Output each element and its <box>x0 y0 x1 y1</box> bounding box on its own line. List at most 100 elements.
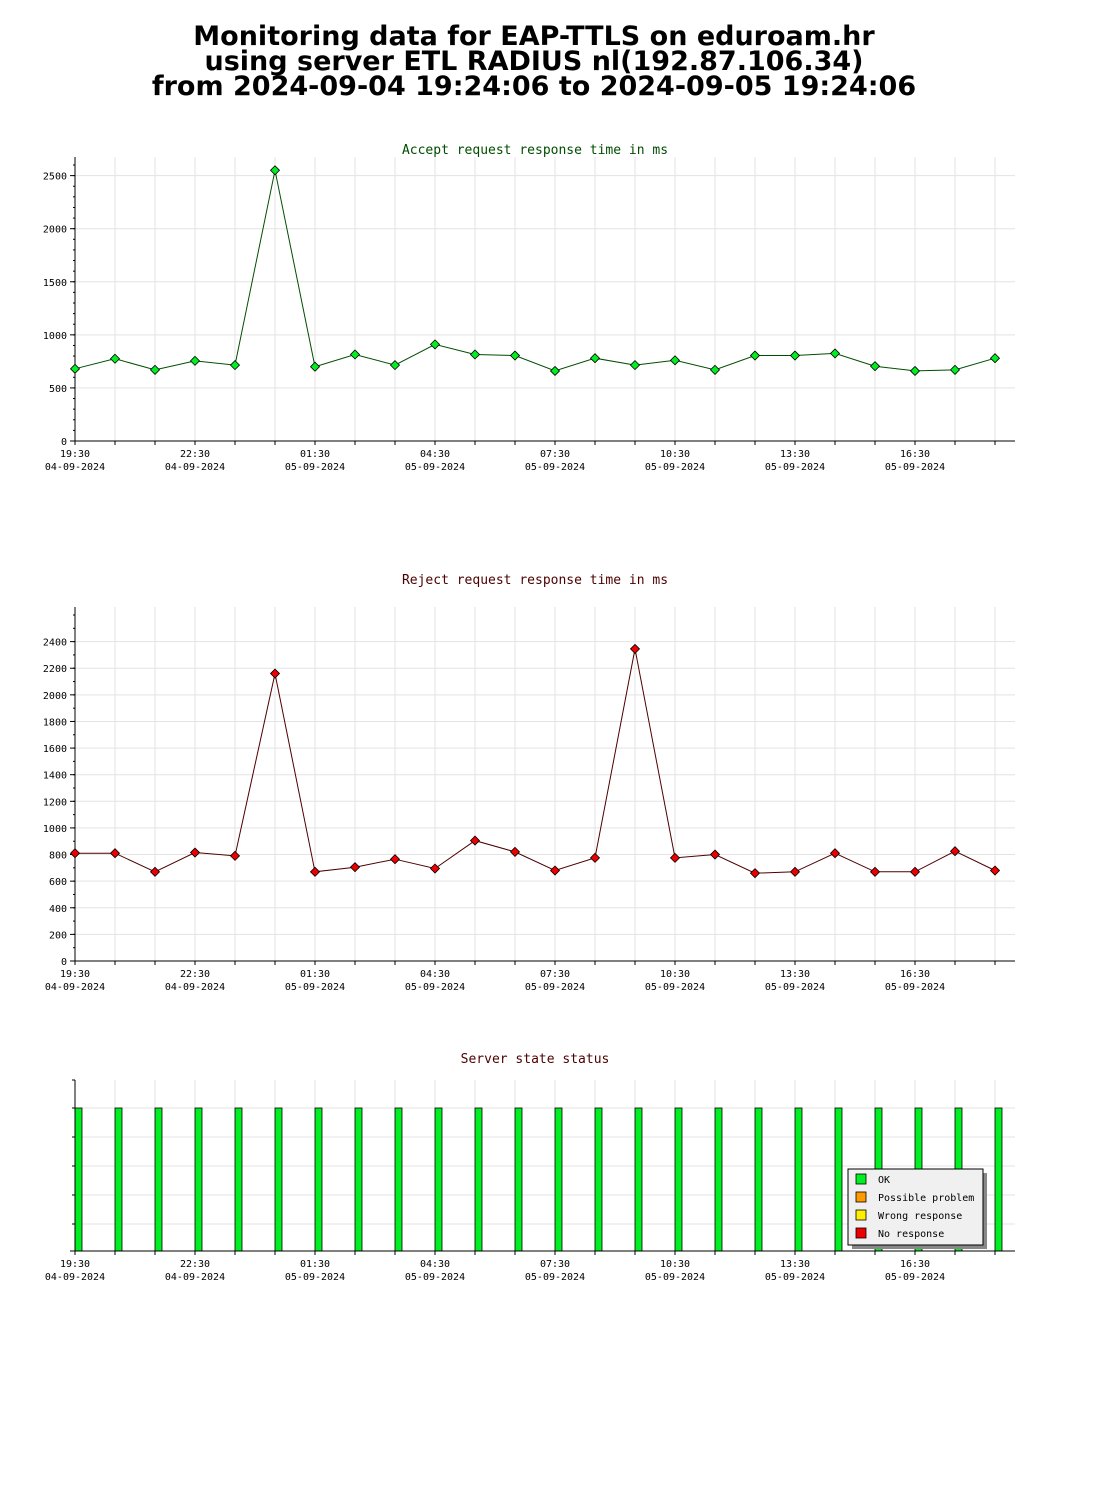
data-point <box>709 849 721 860</box>
chart-title: Accept request response time in ms <box>402 143 668 158</box>
x-tick-date-label: 05-09-2024 <box>525 1272 585 1283</box>
x-tick-label: 16:30 <box>900 1259 930 1270</box>
x-tick-date-label: 05-09-2024 <box>405 1272 465 1283</box>
status-bar <box>994 1107 1003 1252</box>
x-tick-label: 16:30 <box>900 969 930 980</box>
data-point <box>229 360 241 371</box>
data-point <box>829 848 841 859</box>
x-tick-label: 01:30 <box>300 1259 330 1270</box>
status-bar <box>354 1107 363 1252</box>
y-tick-label: 0 <box>61 957 67 968</box>
x-tick-date-label: 04-09-2024 <box>45 462 105 473</box>
x-tick-date-label: 04-09-2024 <box>165 1272 225 1283</box>
x-tick-date-label: 04-09-2024 <box>45 1272 105 1283</box>
x-tick-label: 04:30 <box>420 1259 450 1270</box>
legend-swatch <box>855 1227 867 1239</box>
data-point <box>789 866 801 877</box>
x-tick-date-label: 05-09-2024 <box>645 462 705 473</box>
legend-label: OK <box>878 1175 890 1186</box>
data-point <box>189 355 201 366</box>
data-point <box>909 365 921 377</box>
x-tick-date-label: 04-09-2024 <box>165 462 225 473</box>
data-point <box>989 865 1001 876</box>
data-point <box>389 360 401 371</box>
data-point <box>389 854 401 865</box>
data-point <box>709 364 721 375</box>
x-tick-date-label: 05-09-2024 <box>645 982 705 993</box>
data-point <box>789 350 801 361</box>
x-tick-label: 13:30 <box>780 969 810 980</box>
status-bar <box>394 1107 403 1252</box>
x-tick-date-label: 05-09-2024 <box>525 982 585 993</box>
x-tick-date-label: 05-09-2024 <box>765 1272 825 1283</box>
page-title: Monitoring data for EAP-TTLS on eduroam.… <box>0 23 1068 100</box>
status-bar <box>834 1107 843 1252</box>
x-tick-date-label: 05-09-2024 <box>765 982 825 993</box>
y-tick-label: 1000 <box>43 331 67 342</box>
status-chart: Server state status 19:30 04-09-2024 22:30 0… <box>45 1052 1015 1283</box>
y-tick-label: 1200 <box>43 797 67 808</box>
status-bar <box>74 1107 83 1252</box>
title-line-2: using server ETL RADIUS nl(192.87.106.34… <box>204 46 864 77</box>
series-line <box>74 170 996 372</box>
data-point <box>949 364 961 375</box>
status-bar <box>794 1107 803 1252</box>
status-bar <box>474 1107 483 1252</box>
legend-label: Wrong response <box>878 1211 962 1222</box>
status-bar <box>194 1107 203 1252</box>
x-tick-label: 10:30 <box>660 969 690 980</box>
status-bar <box>154 1107 163 1252</box>
data-point <box>949 846 961 857</box>
x-tick-date-label: 04-09-2024 <box>45 982 105 993</box>
x-tick-label: 22:30 <box>180 449 210 460</box>
y-tick-label: 2200 <box>43 664 67 675</box>
data-point <box>589 852 601 863</box>
legend-label: No response <box>878 1229 944 1240</box>
x-tick-label: 19:30 <box>60 1259 90 1270</box>
x-tick-date-label: 05-09-2024 <box>645 1272 705 1283</box>
data-point <box>629 360 641 371</box>
data-point <box>749 868 761 879</box>
y-tick-label: 600 <box>49 877 67 888</box>
data-point <box>309 361 321 372</box>
data-point <box>349 349 361 360</box>
data-point <box>669 355 681 366</box>
data-point <box>869 361 881 372</box>
status-bar <box>714 1107 723 1252</box>
data-point <box>229 850 241 861</box>
reject-chart: Reject request response time in ms 0 200 40… <box>43 573 1015 993</box>
x-tick-date-label: 05-09-2024 <box>405 462 465 473</box>
y-tick-label: 1800 <box>43 717 67 728</box>
legend-swatch <box>855 1191 867 1203</box>
y-tick-label: 800 <box>49 851 67 862</box>
y-tick-label: 1500 <box>43 278 67 289</box>
x-tick-date-label: 05-09-2024 <box>525 462 585 473</box>
status-bar <box>634 1107 643 1252</box>
y-tick-label: 2500 <box>43 172 67 183</box>
y-tick-label: 2000 <box>43 225 67 236</box>
data-point <box>309 866 321 877</box>
data-point <box>69 848 81 859</box>
x-tick-label: 07:30 <box>540 969 570 980</box>
x-tick-label: 22:30 <box>180 1259 210 1270</box>
x-tick-label: 10:30 <box>660 1259 690 1270</box>
legend-box <box>847 1168 984 1246</box>
data-point <box>549 365 561 377</box>
data-point <box>269 668 281 679</box>
data-point <box>109 848 121 859</box>
data-point <box>349 862 361 873</box>
x-tick-label: 04:30 <box>420 449 450 460</box>
x-tick-label: 13:30 <box>780 449 810 460</box>
data-point <box>429 339 441 350</box>
legend-swatch <box>855 1209 867 1221</box>
data-point <box>269 165 281 176</box>
status-bar <box>554 1107 563 1252</box>
x-tick-label: 19:30 <box>60 969 90 980</box>
data-point <box>629 643 641 655</box>
series-line <box>75 648 996 874</box>
status-legend: OK Possible problem Wrong response No respo… <box>847 1168 987 1249</box>
x-tick-date-label: 05-09-2024 <box>285 1272 345 1283</box>
status-bar <box>314 1107 323 1252</box>
x-tick-label: 13:30 <box>780 1259 810 1270</box>
